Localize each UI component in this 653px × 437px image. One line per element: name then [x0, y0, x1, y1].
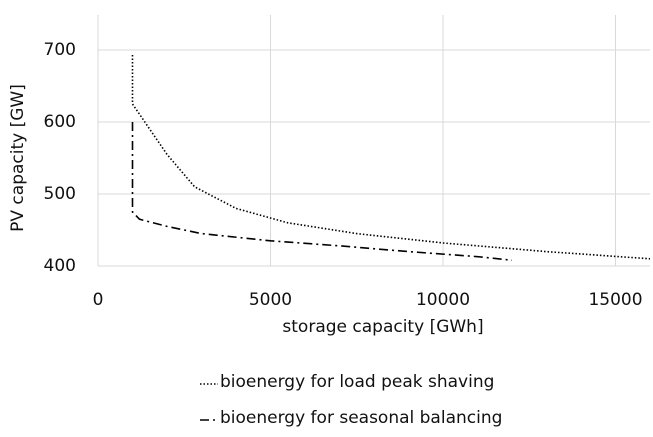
x-tick-label: 0 — [93, 290, 104, 310]
legend-label: bioenergy for seasonal balancing — [220, 408, 502, 428]
x-tick-label: 10000 — [416, 290, 470, 310]
y-axis-label: PV capacity [GW] — [8, 84, 28, 232]
data-line — [131, 122, 513, 262]
x-tick-label: 15000 — [588, 290, 642, 310]
y-tick-label: 500 — [44, 184, 76, 204]
y-tick-label: 700 — [44, 40, 76, 60]
x-axis-label: storage capacity [GWh] — [282, 317, 483, 337]
y-tick-label: 600 — [44, 112, 76, 132]
x-tick-label: 5000 — [249, 290, 292, 310]
data-line — [131, 55, 651, 260]
y-tick-label: 400 — [44, 256, 76, 276]
legend-label: bioenergy for load peak shaving — [220, 372, 494, 392]
